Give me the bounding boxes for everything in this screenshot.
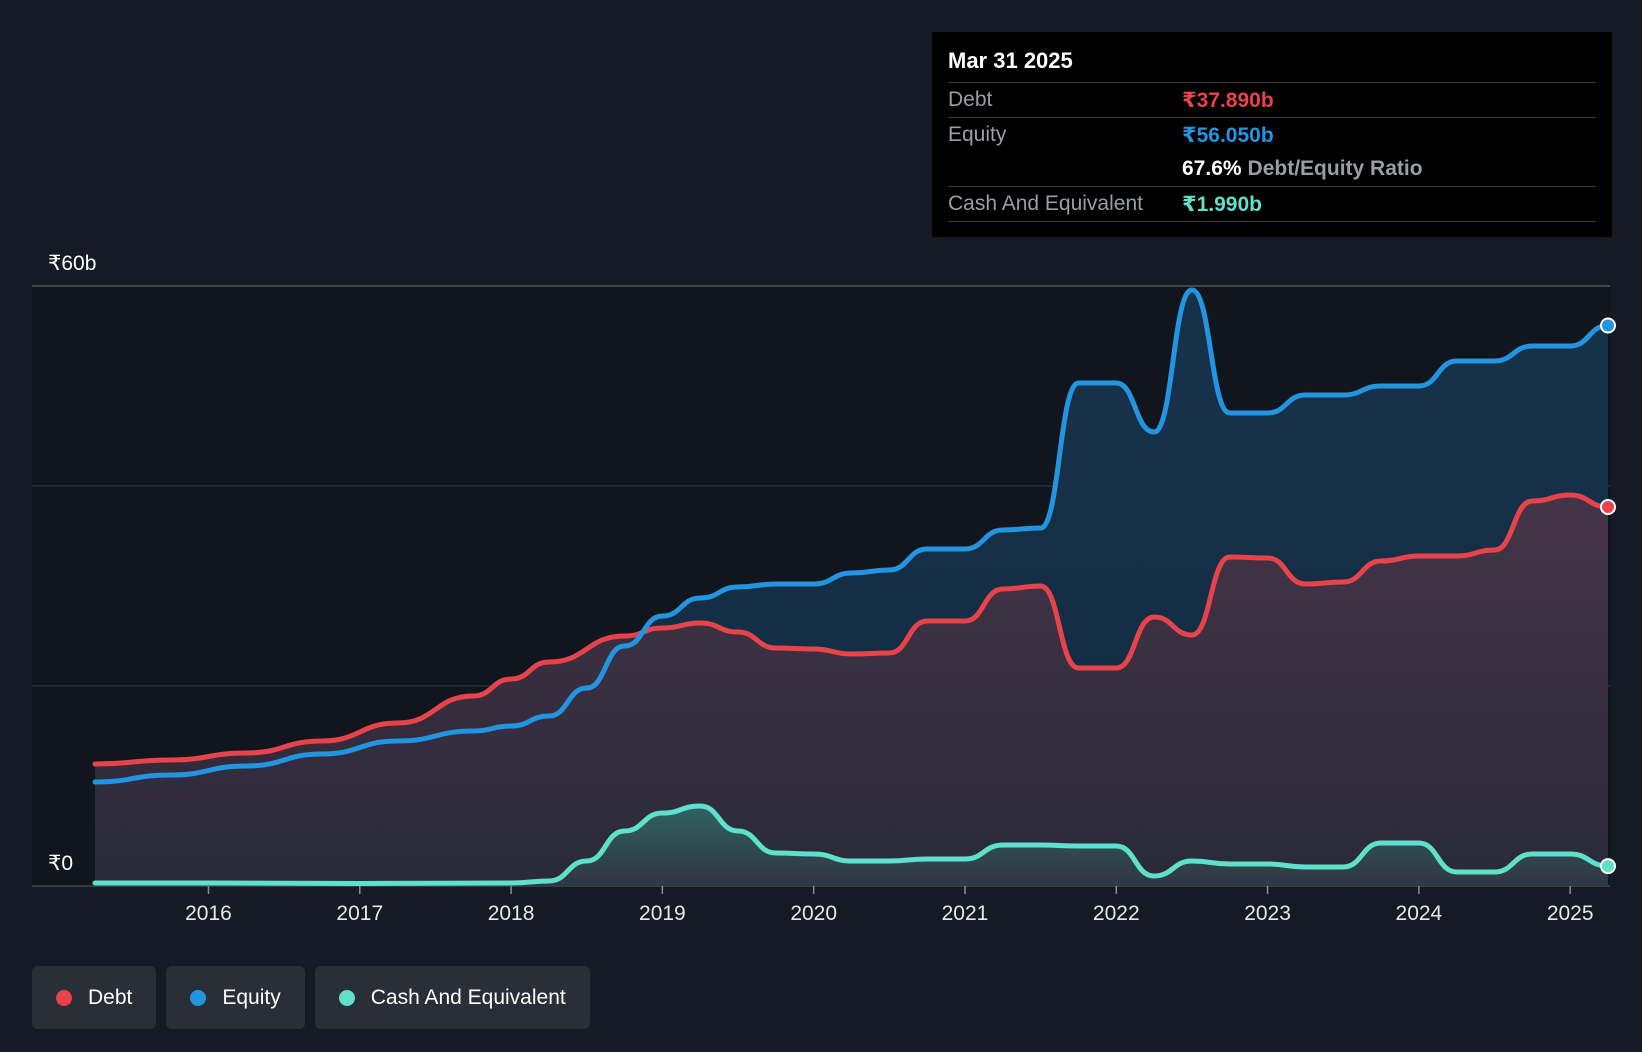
equity-line [92,287,1611,785]
cash-dot-icon [338,989,355,1006]
x-tick-label: 2021 [942,902,989,925]
debt-end-point[interactable] [1600,499,1616,515]
x-tick-label: 2017 [336,902,383,925]
x-tick-label: 2025 [1547,902,1594,925]
series-end-dots [1600,317,1616,875]
tooltip-ratio-label: Debt/Equity Ratio [1247,157,1423,180]
tooltip-debt-row: Debt ₹37.890b [948,82,1596,117]
tooltip-panel: Mar 31 2025 Debt ₹37.890b Equity ₹56.050… [932,32,1612,237]
debt-area [95,495,1608,886]
tooltip-ratio-value: 67.6% [1182,157,1242,180]
tooltip-cash-label: Cash And Equivalent [948,192,1143,215]
x-tick-label: 2016 [185,902,232,925]
tooltip-equity-value: ₹56.050b [1182,123,1274,147]
legend-debt-label: Debt [88,985,133,1009]
tooltip-ratio-row: 67.6% Debt/Equity Ratio [948,152,1596,186]
x-tick-label: 2019 [639,902,686,925]
y-axis-top-label: ₹60b [48,252,96,275]
x-tick-label: 2020 [790,902,837,925]
cash-end-point[interactable] [1600,858,1616,875]
x-tick-label: 2023 [1244,902,1291,925]
chart-legend: Debt Equity Cash And Equivalent [32,966,590,1029]
tooltip-equity-row: Equity ₹56.050b [948,117,1596,152]
equity-dot-icon [190,989,207,1006]
tooltip-cash-value: ₹1.990b [1182,192,1262,216]
tooltip-date: Mar 31 2025 [948,48,1073,73]
x-axis-ticks: 2016 2017 2018 2019 2020 2021 2022 2023 2024 2025 [185,886,1594,925]
tooltip-debt-value: ₹37.890b [1182,88,1274,112]
legend-cash-label: Cash And Equivalent [370,985,566,1009]
tooltip-debt-label: Debt [948,88,993,111]
x-tick-label: 2024 [1396,902,1443,925]
series-lines [92,287,1611,886]
debt-line [92,492,1611,767]
x-tick-label: 2018 [488,902,535,925]
cash-line [92,803,1611,886]
legend-item-debt[interactable]: Debt [32,966,157,1029]
legend-item-equity[interactable]: Equity [166,966,305,1029]
y-axis-bottom-label: ₹0 [48,852,73,875]
debt-dot-icon [56,989,72,1006]
legend-equity-label: Equity [222,985,281,1009]
x-tick-label: 2022 [1093,902,1140,925]
tooltip-equity-label: Equity [948,123,1007,146]
equity-end-point[interactable] [1600,317,1616,334]
tooltip-cash-row: Cash And Equivalent ₹1.990b [948,186,1596,222]
legend-item-cash[interactable]: Cash And Equivalent [314,966,590,1029]
